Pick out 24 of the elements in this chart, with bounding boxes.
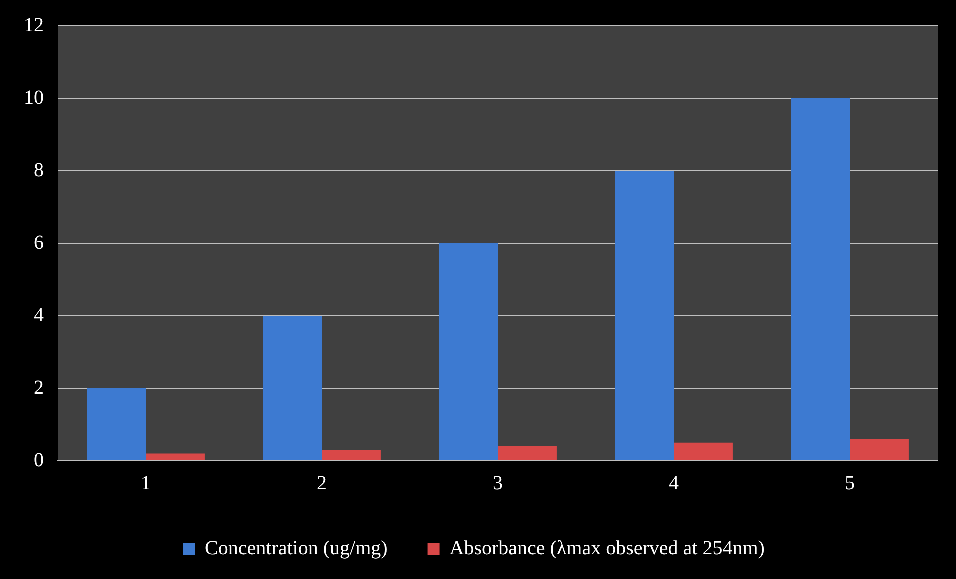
legend-label: Concentration (ug/mg) [205,537,388,560]
y-tick-label: 8 [34,159,44,182]
y-tick-label: 6 [34,232,44,254]
x-tick-label: 2 [317,472,327,494]
bar [615,171,674,460]
bar [439,244,498,460]
bar [87,388,146,460]
y-tick-label: 10 [24,86,44,109]
x-tick-label: 1 [141,472,151,494]
x-tick-label: 5 [845,472,855,494]
y-tick-label: 12 [24,14,44,36]
bar [498,446,557,460]
legend-label: Absorbance (λmax observed at 254nm) [450,537,765,560]
y-tick-label: 0 [34,449,44,472]
bar [674,442,733,460]
bar [850,439,909,460]
y-tick-label: 4 [34,304,44,326]
bar [791,98,850,460]
x-tick-label: 4 [669,472,679,494]
bar [322,450,381,460]
bar [263,316,322,460]
bar [146,454,205,460]
x-tick-label: 3 [493,472,503,494]
y-tick-label: 2 [34,376,44,399]
